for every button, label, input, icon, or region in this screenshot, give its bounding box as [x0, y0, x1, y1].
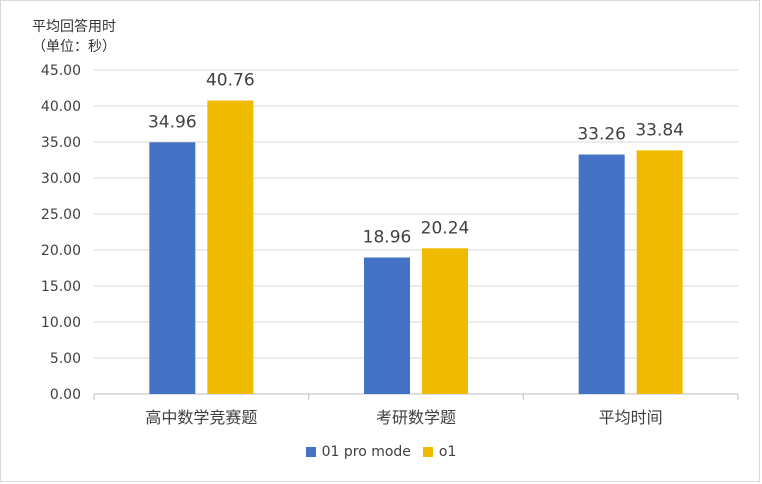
y-tick-label: 10.00 — [41, 315, 81, 331]
y-tick-label: 15.00 — [41, 279, 81, 295]
legend-item-01-pro-mode: 01 pro mode — [305, 444, 411, 460]
bar — [207, 100, 254, 394]
x-category-label: 平均时间 — [599, 408, 663, 427]
data-label: 34.96 — [148, 112, 197, 132]
data-label: 33.26 — [577, 125, 626, 145]
legend-label-o1: o1 — [438, 444, 457, 460]
bar-chart: 0.00 5.00 10.00 15.00 20.00 25.00 30.00 35.00 40… — [41, 63, 739, 427]
y-tick-label: 40.00 — [41, 99, 81, 115]
legend-swatch-o1 — [422, 447, 433, 457]
data-label: 18.96 — [363, 227, 412, 247]
bar — [364, 257, 410, 394]
bar — [578, 154, 625, 394]
y-tick-label: 35.00 — [41, 135, 81, 151]
bar — [636, 150, 683, 394]
bar — [422, 248, 468, 394]
data-label: 20.24 — [421, 218, 470, 238]
x-category-label: 考研数学题 — [376, 408, 456, 427]
bar — [149, 142, 196, 394]
y-axis-title-line2: （单位：秒） — [32, 39, 116, 55]
x-category-label: 高中数学竞赛题 — [145, 408, 257, 427]
legend-swatch-01-pro-mode — [305, 447, 316, 457]
y-tick-label: 45.00 — [41, 63, 81, 79]
y-tick-label: 20.00 — [41, 243, 81, 259]
y-axis-title: 平均回答用时 （单位：秒） — [32, 17, 116, 57]
y-tick-label: 0.00 — [50, 387, 81, 403]
legend-label-01-pro-mode: 01 pro mode — [321, 444, 411, 460]
y-tick-label: 30.00 — [41, 171, 81, 187]
data-label: 40.76 — [206, 71, 255, 91]
y-axis-title-line1: 平均回答用时 — [32, 19, 116, 35]
legend: 01 pro mode o1 — [0, 444, 762, 460]
data-label: 33.84 — [635, 120, 684, 140]
y-tick-label: 25.00 — [41, 207, 81, 223]
y-tick-label: 5.00 — [50, 351, 81, 367]
legend-item-o1: o1 — [422, 444, 457, 460]
